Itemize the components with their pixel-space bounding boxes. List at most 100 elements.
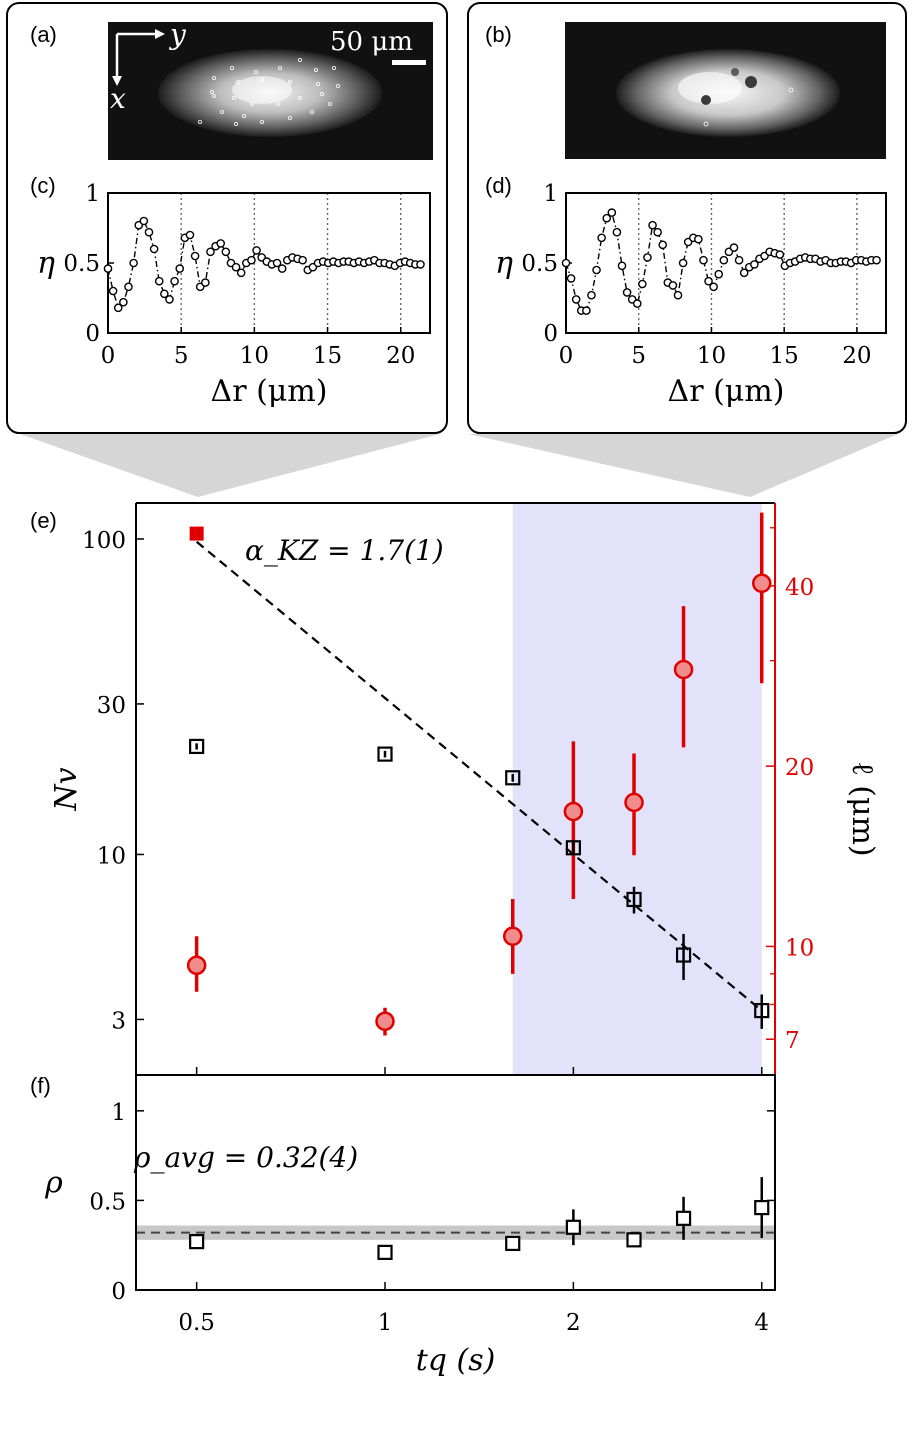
data-point <box>277 264 287 273</box>
vortex-marker <box>315 82 320 87</box>
ell-point <box>375 1011 395 1032</box>
rho-point <box>626 1232 642 1248</box>
vortex-marker <box>231 96 236 101</box>
vortex-marker <box>277 66 282 71</box>
data-point <box>719 255 729 265</box>
vortex-marker <box>313 68 318 73</box>
data-point <box>206 247 215 257</box>
data-point <box>103 264 113 273</box>
plot-c: 0 5 10 15 20 0 0.5 1 Δr (μm) η <box>37 181 431 409</box>
x-axis-label: Δr (μm) <box>211 374 328 409</box>
panel-label-f: (f) <box>30 1073 51 1098</box>
x-tick-label: 0 <box>559 343 574 369</box>
scalebar <box>392 60 426 65</box>
data-point <box>704 276 713 286</box>
y-tick-label: 3 <box>111 1008 126 1034</box>
vortex-marker <box>249 102 254 107</box>
nv-point <box>754 1002 770 1019</box>
vortex-marker <box>241 114 246 119</box>
data-point <box>185 230 195 240</box>
data-point <box>144 227 154 237</box>
x-tick-label: 2 <box>566 1310 581 1336</box>
data-point <box>592 265 601 275</box>
data-point <box>201 278 210 287</box>
panel-label-d: (d) <box>485 173 512 198</box>
reference-point <box>189 526 204 541</box>
y-tick-label: 1 <box>111 1100 126 1126</box>
data-point <box>416 260 425 269</box>
nv-point <box>189 738 205 755</box>
data-point <box>113 303 123 313</box>
data-point <box>221 247 231 257</box>
vortex-marker <box>259 120 264 125</box>
data-point <box>872 255 881 265</box>
data-point <box>729 243 739 252</box>
x-tick-label: 10 <box>697 343 726 369</box>
right-tick-label: 7 <box>785 1028 800 1054</box>
right-axis-label: ℓ (μm) <box>845 761 880 856</box>
x-tick-label: 20 <box>842 343 871 369</box>
ell-point <box>673 659 694 680</box>
data-point <box>298 255 307 265</box>
right-tick-label: 40 <box>785 575 814 601</box>
plot-e: 3 10 30 100 7 10 20 40 Nv ℓ (μm) <box>49 502 880 1076</box>
vortex-marker <box>219 110 224 115</box>
nv-point <box>626 891 642 908</box>
data-point <box>124 282 133 292</box>
scalebar-label: 50 μm <box>330 27 413 57</box>
plot-d: 0 5 10 15 20 0 0.5 1 Δr (μm) η <box>495 181 887 409</box>
zoom-funnel-left <box>20 434 440 497</box>
vortex-marker <box>319 92 324 97</box>
ell-point <box>186 955 207 976</box>
data-point <box>587 290 596 300</box>
ell-point <box>751 573 772 593</box>
data-point <box>582 306 591 315</box>
data-point <box>247 255 256 265</box>
x-tick-label: 15 <box>770 343 799 369</box>
x-axis-label: tq (s) <box>416 1343 496 1378</box>
x-tick-label: 4 <box>754 1310 769 1336</box>
data-point <box>668 281 678 290</box>
y-tick-label: 0 <box>85 321 100 347</box>
data-point <box>709 282 718 292</box>
vortex-marker <box>229 66 234 71</box>
data-point <box>231 262 241 272</box>
eta-line <box>565 211 877 312</box>
data-point <box>607 208 617 217</box>
axis-y-label: y <box>168 18 187 51</box>
data-point <box>561 258 571 268</box>
right-tick-label: 20 <box>785 755 814 781</box>
rho-point <box>505 1235 521 1252</box>
vortex-marker <box>197 120 202 125</box>
y-tick-label: 0.5 <box>89 1189 126 1215</box>
y-tick-label: 0 <box>111 1279 126 1305</box>
avg-annotation: ρ_avg = 0.32(4) <box>133 1141 358 1174</box>
panel-label-e: (e) <box>30 508 57 533</box>
rho-point <box>377 1244 393 1260</box>
data-point <box>236 268 246 278</box>
y-tick-label: 0 <box>543 321 558 347</box>
panel-label-b: (b) <box>485 22 512 47</box>
data-point <box>632 299 642 308</box>
data-point <box>129 258 138 268</box>
x-tick-label: 5 <box>174 343 189 369</box>
data-point <box>160 289 169 299</box>
vortex-marker <box>287 116 292 121</box>
vortex-marker <box>297 96 302 101</box>
data-point <box>775 250 785 259</box>
data-point <box>750 260 759 269</box>
zoom-funnel-right <box>468 434 898 497</box>
x-tick-label: 0.5 <box>178 1310 215 1336</box>
data-point <box>622 288 632 297</box>
y-axis-label: η <box>37 246 55 281</box>
vortex-marker <box>309 110 314 115</box>
x-axis-label: Δr (μm) <box>668 374 785 409</box>
y-tick-label: 30 <box>97 693 126 719</box>
vortex-marker <box>253 70 258 75</box>
data-point <box>673 290 683 300</box>
data-point <box>175 264 185 273</box>
nv-point <box>565 840 581 856</box>
vortex-marker <box>233 122 238 127</box>
vortex-marker <box>211 94 216 99</box>
